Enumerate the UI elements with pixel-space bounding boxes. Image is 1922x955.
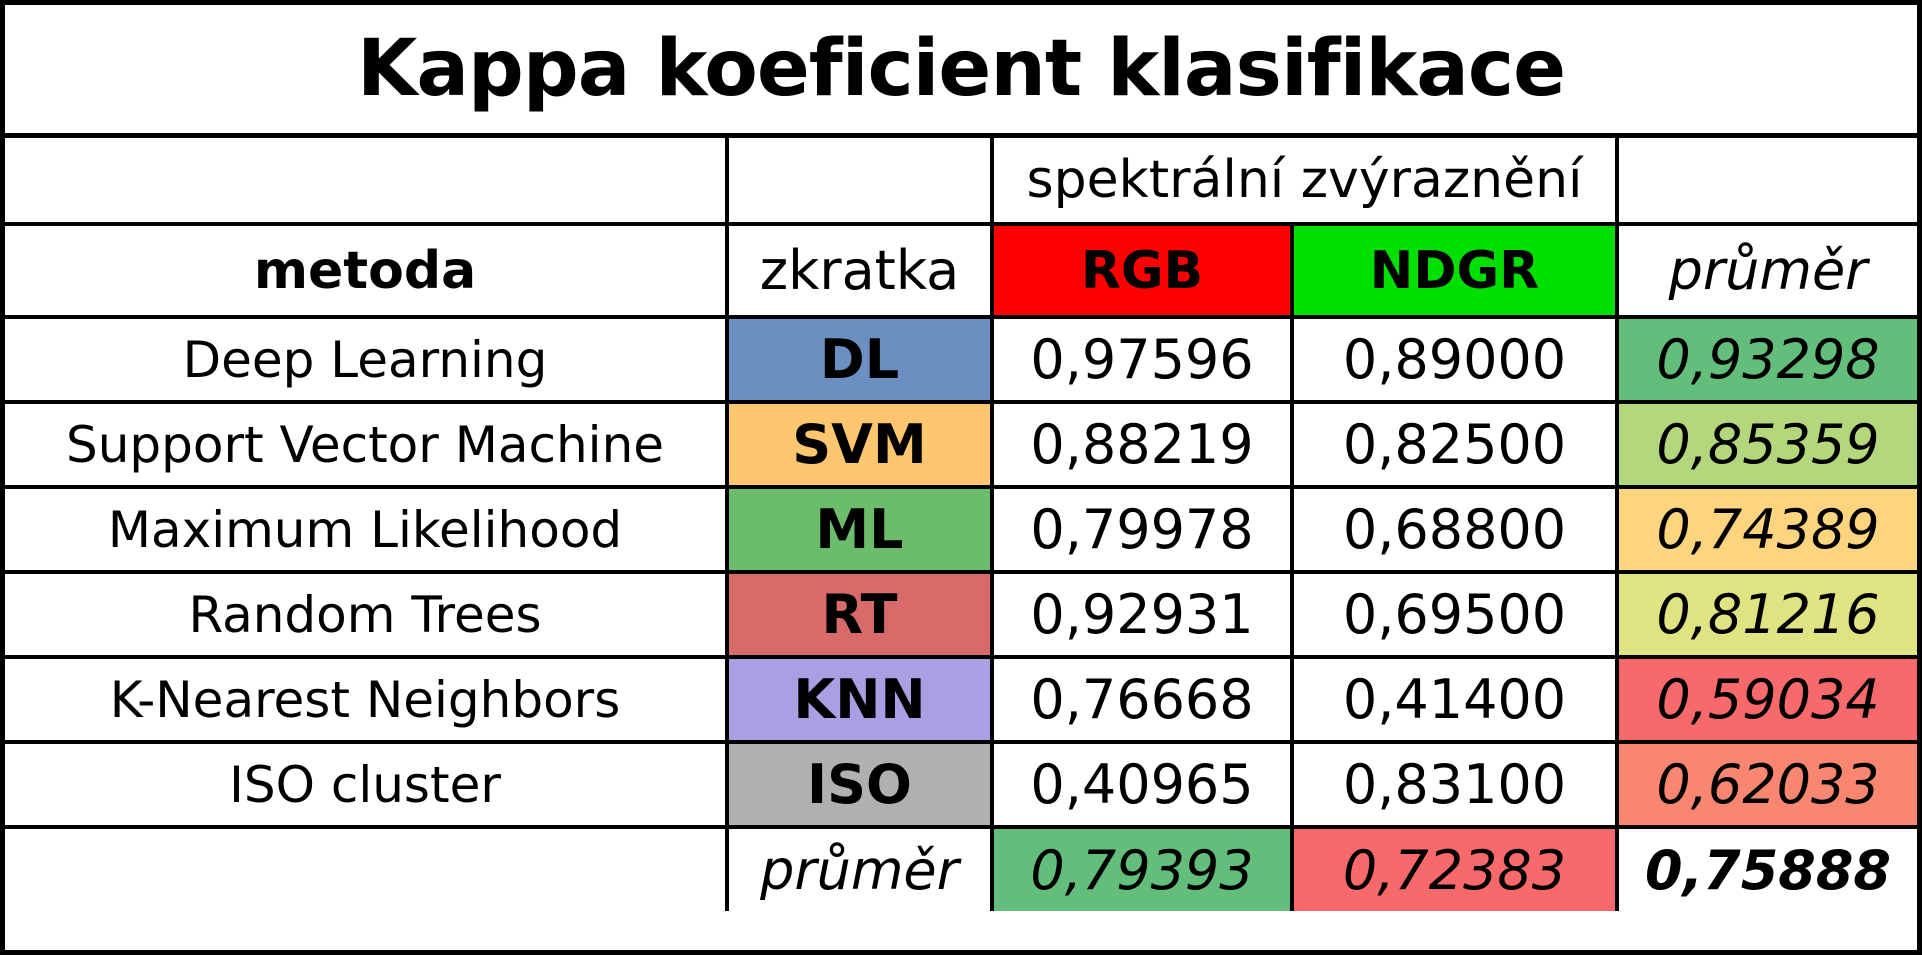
value-ndgr: 0,83100 [1289,740,1620,829]
table-row: Random Trees RT 0,92931 0,69500 0,81216 [5,570,1918,659]
table-title: Kappa koeficient klasifikace [5,5,1917,138]
header-avg: průměr [1615,222,1918,319]
empty-cell [5,138,729,226]
table-row: Support Vector Machine SVM 0,88219 0,82500 0… [5,400,1918,489]
method-name: ISO cluster [5,740,729,829]
value-avg: 0,81216 [1615,570,1918,659]
value-rgb: 0,79978 [990,485,1294,574]
table-row: Deep Learning DL 0,97596 0,89000 0,93298 [5,315,1918,404]
value-rgb: 0,88219 [990,400,1294,489]
footer-row: průměr 0,79393 0,72383 0,75888 [5,825,1918,911]
value-avg: 0,62033 [1615,740,1918,829]
table-row: K-Nearest Neighbors KNN 0,76668 0,41400 0,59… [5,655,1918,744]
value-ndgr: 0,82500 [1289,400,1620,489]
header-abbr: zkratka [725,222,994,319]
value-avg: 0,74389 [1615,485,1918,574]
value-rgb: 0,40965 [990,740,1294,829]
value-ndgr: 0,41400 [1289,655,1620,744]
footer-total-avg: 0,75888 [1615,825,1918,911]
method-name: Maximum Likelihood [5,485,729,574]
value-avg: 0,59034 [1615,655,1918,744]
value-avg: 0,85359 [1615,400,1918,489]
method-name: K-Nearest Neighbors [5,655,729,744]
method-abbr: RT [725,570,994,659]
value-rgb: 0,76668 [990,655,1294,744]
group-header-row: spektrální zvýraznění [5,138,1918,226]
value-rgb: 0,92931 [990,570,1294,659]
value-rgb: 0,97596 [990,315,1294,404]
method-abbr: ML [725,485,994,574]
value-ndgr: 0,89000 [1289,315,1620,404]
header-rgb: RGB [990,222,1294,319]
method-abbr: DL [725,315,994,404]
method-name: Random Trees [5,570,729,659]
footer-rgb-avg: 0,79393 [990,825,1294,911]
column-header-row: metoda zkratka RGB NDGR průměr [5,222,1918,319]
method-abbr: SVM [725,400,994,489]
method-abbr: KNN [725,655,994,744]
table-row: ISO cluster ISO 0,40965 0,83100 0,62033 [5,740,1918,829]
footer-label: průměr [725,825,994,911]
value-avg: 0,93298 [1615,315,1918,404]
value-ndgr: 0,69500 [1289,570,1620,659]
empty-cell [1615,138,1918,226]
footer-ndgr-avg: 0,72383 [1289,825,1620,911]
table-row: Maximum Likelihood ML 0,79978 0,68800 0,7438… [5,485,1918,574]
header-ndgr: NDGR [1289,222,1620,319]
method-name: Deep Learning [5,315,729,404]
header-method: metoda [5,222,729,319]
method-abbr: ISO [725,740,994,829]
empty-cell [725,138,994,226]
empty-cell [5,825,729,911]
value-ndgr: 0,68800 [1289,485,1620,574]
group-header-spectral: spektrální zvýraznění [989,138,1620,226]
kappa-table: spektrální zvýraznění metoda zkratka RGB… [5,138,1918,911]
method-name: Support Vector Machine [5,400,729,489]
